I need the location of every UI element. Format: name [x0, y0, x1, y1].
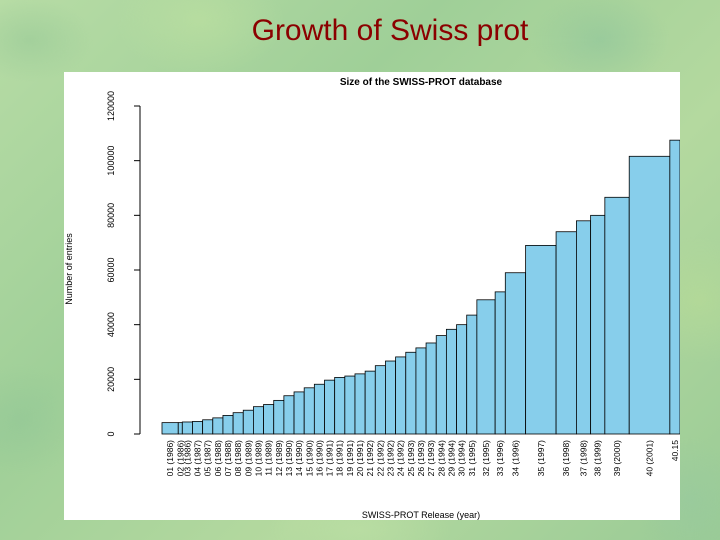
- bar: [504, 272, 527, 435]
- x-tick-label: 09 (1989): [243, 440, 253, 477]
- bar: [364, 370, 376, 435]
- bar: [415, 347, 427, 435]
- bar: [334, 377, 346, 435]
- bar: [177, 422, 183, 435]
- bar: [202, 419, 214, 435]
- y-tick-label: 80000: [106, 203, 116, 228]
- x-tick-label: 05 (1987): [203, 440, 213, 477]
- x-tick-label: 36 (1998): [561, 440, 571, 477]
- bar: [192, 421, 204, 435]
- bars: [161, 139, 680, 435]
- x-tick-label: 11 (1989): [264, 440, 274, 476]
- bar: [293, 391, 305, 435]
- x-tick-label: 13 (1990): [284, 440, 294, 477]
- x-tick-label: 03 (1986): [182, 440, 192, 477]
- bar: [232, 412, 244, 435]
- bar: [405, 351, 417, 435]
- bar: [476, 299, 496, 435]
- y-axis-label: Number of entries: [64, 233, 74, 305]
- x-tick-label: 28 (1994): [436, 440, 446, 477]
- y-tick-label: 0: [106, 431, 116, 436]
- x-tick-label: 20 (1991): [355, 440, 365, 477]
- x-tick-labels: 01 (1986) 02 (1986)03 (1986) 04 (1987) 05 (…: [165, 440, 680, 477]
- x-tick-label: 01 (1986): [165, 440, 175, 477]
- bar: [283, 395, 295, 435]
- bar: [273, 399, 285, 435]
- bar: [181, 421, 193, 435]
- x-tick-label: 27 (1993): [426, 440, 436, 477]
- y-tick-label: 100000: [106, 146, 116, 176]
- bar: [425, 342, 437, 435]
- bar: [445, 328, 457, 435]
- y-tick-label: 20000: [106, 367, 116, 392]
- x-tick-label: 37 (1998): [579, 440, 589, 477]
- bar: [354, 373, 366, 435]
- y-tick-label: 40000: [106, 312, 116, 337]
- bar: [576, 220, 592, 435]
- bar: [604, 196, 630, 435]
- bar: [313, 383, 325, 435]
- y-tick-label: 60000: [106, 257, 116, 282]
- x-tick-label: 18 (1991): [335, 440, 345, 477]
- y-tick-label: 120000: [106, 91, 116, 121]
- bar: [161, 422, 179, 435]
- x-tick-label: 40 (2001): [645, 440, 655, 477]
- chart-title: Size of the SWISS-PROT database: [340, 77, 503, 88]
- bar: [395, 356, 407, 435]
- bar: [253, 406, 264, 435]
- x-tick-label: 38 (1999): [593, 440, 603, 477]
- chart-panel: Size of the SWISS-PROT database 0 20000 40…: [64, 72, 680, 520]
- x-tick-label: 34 (1996): [510, 440, 520, 477]
- bar: [324, 379, 336, 435]
- bar: [212, 417, 224, 435]
- bar: [456, 324, 468, 435]
- x-tick-label: 30 (1994): [457, 440, 467, 477]
- x-tick-label: 39 (2000): [612, 440, 622, 477]
- x-tick-label: 07 (1988): [223, 440, 233, 477]
- x-tick-label: 22 (1992): [375, 440, 385, 477]
- bar: [344, 375, 356, 435]
- bar: [242, 409, 254, 435]
- bar: [222, 415, 234, 435]
- bar-chart: Size of the SWISS-PROT database 0 20000 40…: [64, 77, 680, 520]
- bar: [435, 335, 447, 435]
- x-tick-label: 23 (1992): [386, 440, 396, 477]
- bar: [374, 365, 386, 435]
- x-tick-label: 31 (1995): [467, 440, 477, 477]
- x-tick-label: 17 (1991): [325, 440, 335, 477]
- bar: [525, 244, 557, 435]
- bar: [590, 214, 606, 435]
- bar: [555, 231, 577, 435]
- x-tick-label: 19 (1991): [345, 440, 355, 477]
- x-tick-label: 32 (1995): [481, 440, 491, 477]
- x-tick-label: 16 (1990): [314, 440, 324, 477]
- bar: [385, 360, 397, 435]
- x-tick-label: 25 (1993): [406, 440, 416, 477]
- x-tick-label: 33 (1996): [495, 440, 505, 477]
- x-tick-label: 26 (1993): [416, 440, 426, 477]
- x-tick-label: 04 (1987): [193, 440, 203, 477]
- bar: [669, 139, 680, 435]
- bar: [303, 387, 315, 435]
- x-tick-label: 06 (1988): [213, 440, 223, 477]
- slide-title: Growth of Swiss prot: [251, 14, 529, 47]
- bar: [466, 314, 478, 435]
- x-tick-label: 21 (1992): [365, 440, 375, 477]
- x-tick-label: 29 (1994): [446, 440, 456, 477]
- x-tick-label: 24 (1992): [396, 440, 406, 477]
- x-tick-label: 40.15: [670, 440, 680, 462]
- y-axis: 0 20000 40000 60000 80000 100000 120000: [106, 91, 141, 437]
- x-tick-label: 02 (1986): [175, 440, 185, 477]
- x-tick-label: 08 (1988): [233, 440, 243, 477]
- bar: [628, 155, 671, 435]
- bar: [263, 404, 275, 435]
- x-tick-label: 35 (1997): [536, 440, 546, 477]
- x-tick-label: 12 (1989): [274, 440, 284, 477]
- bar: [494, 291, 506, 435]
- x-tick-label: 14 (1990): [294, 440, 304, 477]
- x-tick-label: 10 (1989): [253, 440, 263, 477]
- x-tick-label: 15 (1990): [304, 440, 314, 477]
- x-axis-label: SWISS-PROT Release (year): [362, 510, 480, 520]
